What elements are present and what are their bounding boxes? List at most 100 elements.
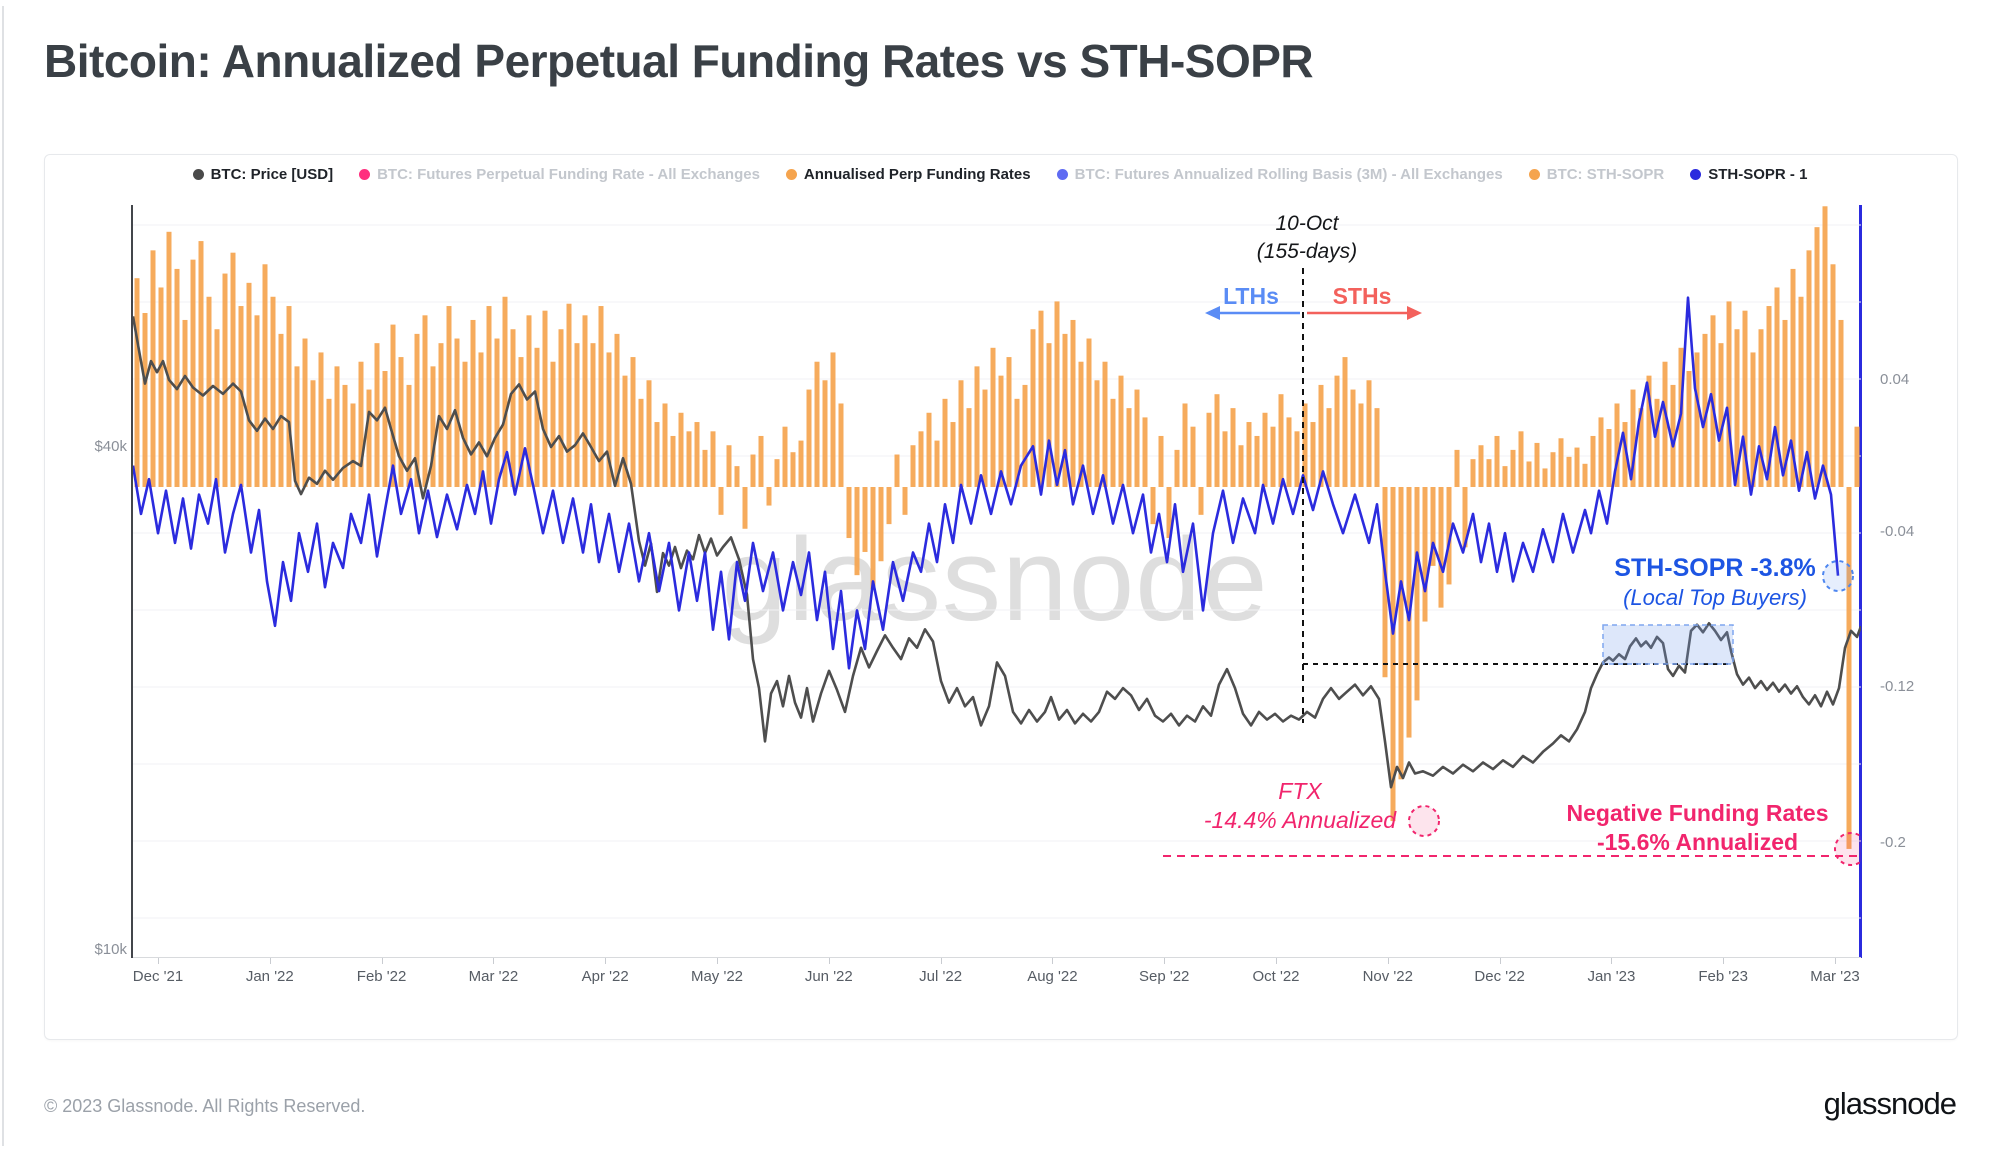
funding-rate-bar — [294, 366, 300, 487]
x-axis-label: Apr '22 — [581, 968, 629, 985]
legend-item-2[interactable]: Annualised Perp Funding Rates — [785, 166, 1031, 183]
x-axis-label: Jan '23 — [1587, 968, 1636, 985]
legend-item-label: BTC: Price [USD] — [210, 166, 334, 183]
funding-rate-bar — [606, 352, 612, 487]
chart-canvas[interactable] — [133, 205, 1861, 958]
x-axis-tick — [158, 958, 159, 964]
funding-rate-bar — [1350, 389, 1356, 487]
funding-rate-bar — [1190, 426, 1196, 487]
funding-rate-bar — [518, 357, 524, 487]
funding-rate-bar — [1830, 264, 1836, 487]
x-axis-tick — [1387, 958, 1389, 964]
funding-rate-bar — [598, 306, 604, 487]
funding-rate-bar — [1278, 394, 1284, 487]
funding-rate-bar — [1558, 438, 1564, 487]
funding-rate-bar — [1582, 463, 1588, 487]
funding-rate-bar — [774, 459, 780, 487]
funding-rate-bar — [486, 306, 492, 487]
legend-dot-icon — [359, 169, 371, 180]
funding-rate-bar — [134, 278, 140, 487]
funding-rate-bars — [134, 206, 1860, 849]
funding-rate-bar — [1838, 319, 1844, 487]
x-axis-tick — [605, 958, 607, 964]
funding-rate-bar — [1494, 435, 1500, 487]
funding-rate-bar — [174, 268, 180, 487]
funding-rate-bar — [390, 324, 396, 487]
funding-rate-bar — [166, 231, 172, 487]
btc-price-line — [133, 316, 1861, 789]
funding-rate-bar — [1390, 487, 1396, 822]
funding-rate-bar — [1518, 431, 1524, 487]
funding-rate-bar — [1214, 394, 1220, 487]
funding-rate-bar — [422, 315, 428, 487]
funding-rate-bar — [822, 380, 828, 487]
x-axis-label: Dec '21 — [132, 968, 184, 985]
funding-rate-bar — [1422, 487, 1428, 622]
legend-dot-icon — [785, 169, 797, 180]
funding-rate-bar — [342, 384, 348, 487]
funding-rate-bar — [1430, 487, 1436, 566]
funding-rate-bar — [1734, 329, 1740, 487]
funding-rate-bar — [478, 352, 484, 487]
funding-rate-bar — [1358, 403, 1364, 487]
funding-rate-bar — [1502, 466, 1508, 487]
funding-rate-bar — [1798, 296, 1804, 487]
legend: BTC: Price [USD] BTC: Futures Perpetual F… — [44, 166, 1956, 183]
funding-rate-bar — [1694, 352, 1700, 487]
funding-rate-bar — [470, 319, 476, 487]
funding-rate-bar — [742, 487, 748, 529]
funding-rate-bar — [622, 375, 628, 487]
funding-rate-bar — [974, 366, 980, 487]
funding-rate-bar — [1718, 343, 1724, 487]
legend-item-4[interactable]: BTC: STH-SOPR — [1528, 166, 1664, 183]
funding-rate-bar — [918, 431, 924, 487]
funding-rate-bar — [670, 435, 676, 487]
x-axis-tick — [381, 958, 383, 964]
funding-rate-bar — [310, 380, 316, 487]
funding-rate-bar — [494, 338, 500, 487]
funding-rate-bar — [1262, 412, 1268, 487]
x-axis-tick — [269, 958, 271, 964]
funding-rate-bar — [1294, 431, 1300, 487]
funding-rate-bar — [534, 347, 540, 487]
funding-rate-bar — [1102, 361, 1108, 487]
funding-rate-bar — [1622, 422, 1628, 487]
legend-item-3[interactable]: BTC: Futures Annualized Rolling Basis (3… — [1056, 166, 1503, 183]
funding-rate-bar — [326, 398, 332, 487]
annotation-ftx: FTX — [1278, 778, 1322, 804]
funding-rate-bar — [446, 306, 452, 487]
funding-rate-bar — [1086, 338, 1092, 487]
funding-rate-bar — [1414, 487, 1420, 701]
legend-item-5[interactable]: STH-SOPR - 1 — [1690, 166, 1807, 183]
funding-rate-bar — [862, 487, 868, 552]
funding-rate-bar — [550, 361, 556, 487]
funding-rate-bar — [694, 422, 700, 487]
funding-rate-bar — [406, 384, 412, 487]
funding-rate-bar — [246, 282, 252, 487]
funding-rate-bar — [414, 333, 420, 487]
plot-area[interactable] — [133, 205, 1861, 958]
funding-rate-bar — [526, 315, 532, 487]
funding-rate-bar — [350, 403, 356, 487]
annotation-sth-sopr-value: STH-SOPR -3.8% — [1614, 554, 1816, 582]
legend-item-0[interactable]: BTC: Price [USD] — [192, 166, 334, 183]
funding-rate-bar — [1118, 375, 1124, 487]
x-axis-label: Nov '22 — [1362, 968, 1413, 985]
legend-item-1[interactable]: BTC: Futures Perpetual Funding Rate - Al… — [359, 166, 760, 183]
funding-rate-bar — [926, 412, 932, 487]
funding-rate-bar — [1382, 487, 1388, 678]
funding-rate-bar — [1438, 487, 1444, 608]
funding-rate-bar — [1342, 357, 1348, 487]
funding-rate-bar — [1038, 310, 1044, 487]
funding-rate-bar — [1326, 408, 1332, 487]
funding-rate-bar — [1662, 361, 1668, 487]
funding-rate-bar — [1310, 422, 1316, 487]
funding-rate-bar — [270, 296, 276, 487]
funding-rate-bar — [958, 380, 964, 487]
funding-rate-bar — [734, 466, 740, 487]
funding-rate-bar — [1486, 459, 1492, 487]
legend-dot-icon — [1690, 169, 1702, 180]
funding-rate-bar — [438, 343, 444, 487]
funding-rate-bar — [302, 338, 308, 487]
funding-rate-bar — [214, 329, 220, 487]
